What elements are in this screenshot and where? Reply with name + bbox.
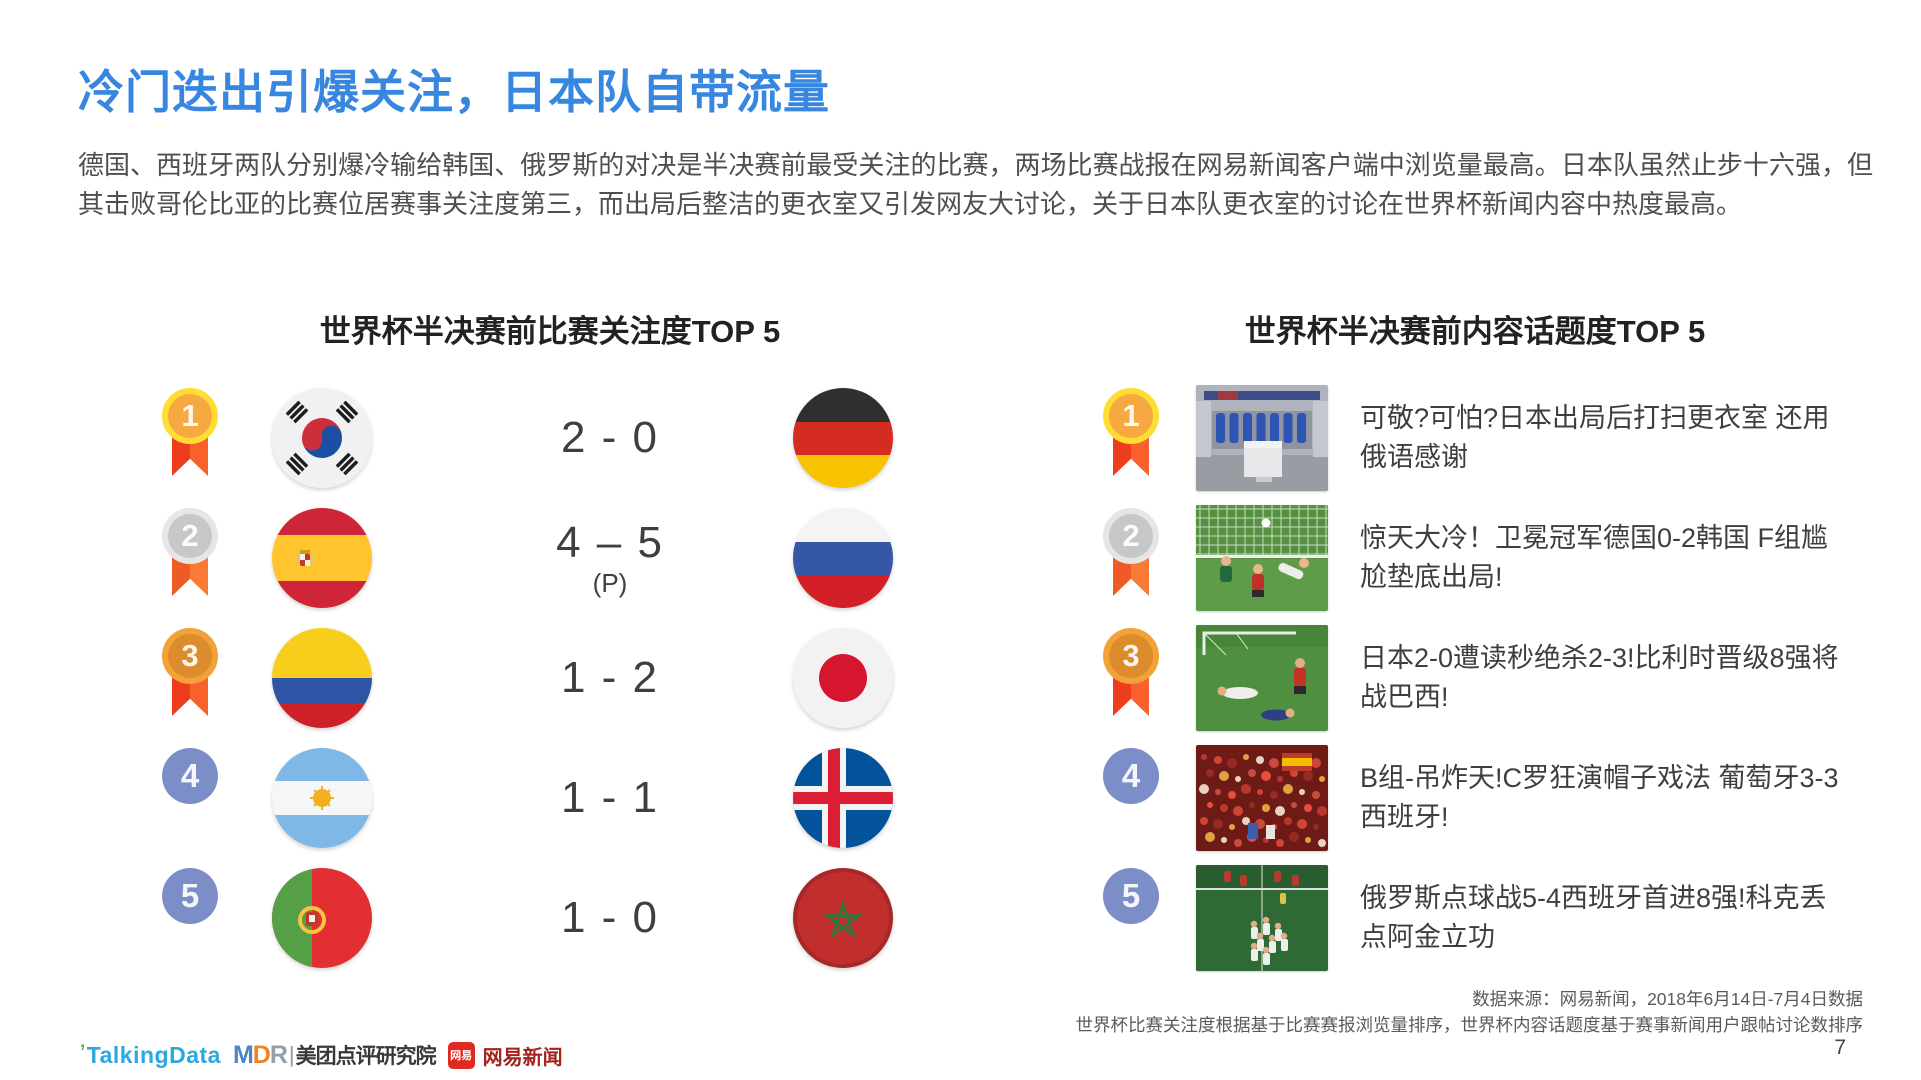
article-headline: B组-吊炸天!C罗狂演帽子戏法 葡萄牙3-3西班牙! — [1360, 763, 1839, 832]
rank-number: 2 — [1103, 508, 1159, 564]
rank-5-badge: 5 — [162, 868, 218, 968]
article-thumbnail-fans-crowd — [1196, 745, 1328, 851]
rank-1-medal-icon: 1 — [1103, 388, 1159, 488]
rank-number: 4 — [162, 748, 218, 804]
rank-3-medal-icon: 3 — [1103, 628, 1159, 728]
netease-app-icon: 网易 — [447, 1041, 475, 1069]
flag-japan — [793, 628, 893, 728]
data-source-note: 数据来源：网易新闻，2018年6月14日-7月4日数据 世界杯比赛关注度根据基于… — [1076, 986, 1864, 1038]
talkingdata-mark-icon: ’ — [80, 1041, 86, 1063]
rank-1-medal-icon: 1 — [162, 388, 218, 488]
article-headline: 可敬?可怕?日本出局后打扫更衣室 还用俄语感谢 — [1360, 403, 1830, 472]
match-row: 2 4 – 5 (P) — [0, 498, 1921, 618]
article-row: 1 可敬?可怕?日本出局后打扫更衣室 还用俄语感谢 — [0, 378, 1921, 498]
match-row: 3 1 - 2 — [0, 618, 1921, 738]
right-panel-title: 世界杯半决赛前内容话题度TOP 5 — [1244, 314, 1706, 349]
article-thumbnail-locker-room — [1196, 385, 1328, 491]
match-row: 1 2 - 0 — [0, 378, 1921, 498]
flag-germany — [793, 388, 893, 488]
rank-number: 3 — [162, 628, 218, 684]
flag-morocco — [793, 868, 893, 968]
article-row: 2 惊天大冷！卫冕冠军德国0-2韩国 F组尴尬垫底出局! — [0, 498, 1921, 618]
flag-russia — [793, 508, 893, 608]
match-score: 1 - 0 — [560, 893, 660, 942]
rank-2-medal-icon: 2 — [162, 508, 218, 608]
netease-news-label: 网易新闻 — [482, 1046, 563, 1069]
flag-south-korea — [272, 388, 372, 488]
rank-number: 1 — [1103, 388, 1159, 444]
rank-number: 5 — [162, 868, 218, 924]
talkingdata-logo: ’TalkingData — [80, 1041, 221, 1068]
rank-number: 1 — [162, 388, 218, 444]
page-title: 冷门迭出引爆关注，日本队自带流量 — [78, 66, 830, 118]
article-headline: 日本2-0遭读秒绝杀2-3!比利时晋级8强将战巴西! — [1360, 643, 1839, 712]
rank-4-badge: 4 — [1103, 748, 1159, 848]
match-score: 1 - 1 — [560, 773, 660, 822]
rank-number: 4 — [1103, 748, 1159, 804]
match-score: 4 – 5 (P) — [556, 517, 664, 598]
rank-number: 3 — [1103, 628, 1159, 684]
article-thumbnail-players-down — [1196, 625, 1328, 731]
body-paragraph: 德国、西班牙两队分别爆冷输给韩国、俄罗斯的对决是半决赛前最受关注的比赛，两场比赛… — [78, 150, 1873, 219]
rank-3-medal-icon: 3 — [162, 628, 218, 728]
rank-5-badge: 5 — [1103, 868, 1159, 968]
left-panel-title: 世界杯半决赛前比赛关注度TOP 5 — [319, 314, 781, 349]
match-score: 1 - 2 — [560, 653, 660, 702]
article-thumbnail-goal-save — [1196, 505, 1328, 611]
article-headline: 惊天大冷！卫冕冠军德国0-2韩国 F组尴尬垫底出局! — [1360, 523, 1829, 592]
article-row: 3 日本2-0遭读秒绝杀2-3!比利时晋级8强将战巴西! — [0, 618, 1921, 738]
source-line-1: 数据来源：网易新闻，2018年6月14日-7月4日数据 — [1472, 989, 1863, 1009]
meituan-research-label: 美团点评研究院 — [295, 1045, 437, 1068]
match-row: 5 1 - 0 — [0, 858, 1921, 978]
mdr-meituan-logo: M D R | 美团点评研究院 — [232, 1040, 437, 1069]
match-row: 4 1 - 1 — [0, 738, 1921, 858]
page-number: 7 — [1834, 1036, 1846, 1059]
flag-iceland — [793, 748, 893, 848]
rank-number: 5 — [1103, 868, 1159, 924]
rank-2-medal-icon: 2 — [1103, 508, 1159, 608]
article-thumbnail-team-celebration — [1196, 865, 1328, 971]
article-headline: 俄罗斯点球战5-4西班牙首进8强!科克丢点阿金立功 — [1360, 883, 1827, 952]
match-score: 2 - 0 — [560, 413, 660, 462]
article-row: 5 俄罗斯点球战5-4西班牙首进8强!科克丢点阿金立功 — [0, 858, 1921, 978]
rank-number: 2 — [162, 508, 218, 564]
article-row: 4 B组-吊炸天!C罗狂演帽子戏法 葡萄牙3-3西班牙! — [0, 738, 1921, 858]
source-line-2: 世界杯比赛关注度根据基于比赛赛报浏览量排序，世界杯内容话题度基于赛事新闻用户跟帖… — [1075, 1015, 1864, 1035]
footer-logos: ’TalkingData M D R | 美团点评研究院 网易 网易新闻 — [80, 1040, 563, 1070]
rank-4-badge: 4 — [162, 748, 218, 848]
